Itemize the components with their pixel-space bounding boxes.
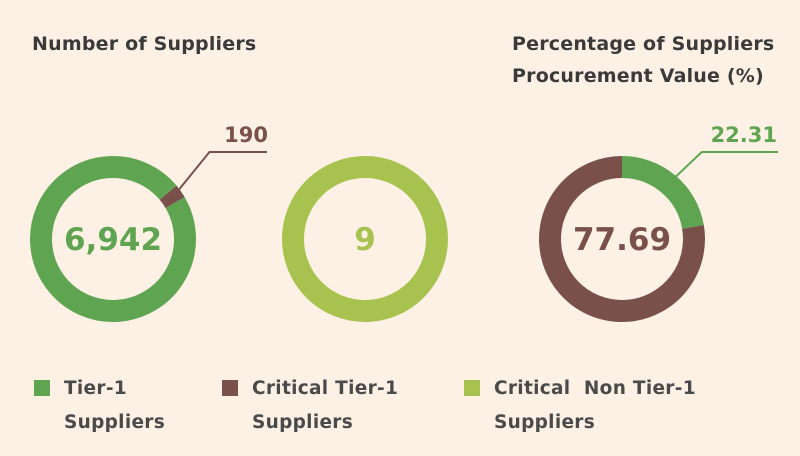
donut-slice bbox=[282, 156, 448, 322]
legend-label-critical-tier1-line1: Critical Tier-1 bbox=[252, 378, 399, 399]
donut-slice bbox=[159, 185, 185, 209]
callout-line bbox=[172, 151, 267, 197]
donut-center-label: 6,942 bbox=[64, 222, 162, 258]
legend-swatch-critical-tier1 bbox=[222, 380, 238, 396]
callout-label: 190 bbox=[224, 123, 268, 147]
callout-line bbox=[669, 151, 778, 184]
legend-label-critical-tier1-line2: Suppliers bbox=[252, 412, 354, 433]
donut-center-label: 9 bbox=[354, 222, 376, 258]
donut-slice bbox=[621, 156, 704, 230]
legend-swatch-tier1 bbox=[34, 380, 50, 396]
donut-center-label: 77.69 bbox=[573, 222, 671, 258]
legend-label-critical-non-tier1-line2: Suppliers bbox=[494, 412, 596, 433]
legend-label-critical-non-tier1-line1: Critical Non Tier-1 bbox=[494, 378, 696, 399]
legend-critical-tier1: Critical Tier-1 Suppliers bbox=[222, 372, 432, 440]
legend-swatch-critical-non-tier1 bbox=[464, 380, 480, 396]
callout-label: 22.31 bbox=[711, 123, 777, 147]
title-number-of-suppliers: Number of Suppliers bbox=[32, 33, 257, 55]
legend-label-tier1-line2: Suppliers bbox=[64, 412, 166, 433]
donut-slice bbox=[30, 156, 196, 322]
legend-label-tier1-line1: Tier-1 bbox=[64, 378, 127, 399]
title-procurement-value: Percentage of Suppliers Procurement Valu… bbox=[512, 33, 775, 87]
legend-critical-non-tier1: Critical Non Tier-1 Suppliers bbox=[464, 372, 764, 440]
legend-tier1: Tier-1 Suppliers bbox=[34, 372, 194, 440]
donut-slice bbox=[539, 156, 705, 322]
